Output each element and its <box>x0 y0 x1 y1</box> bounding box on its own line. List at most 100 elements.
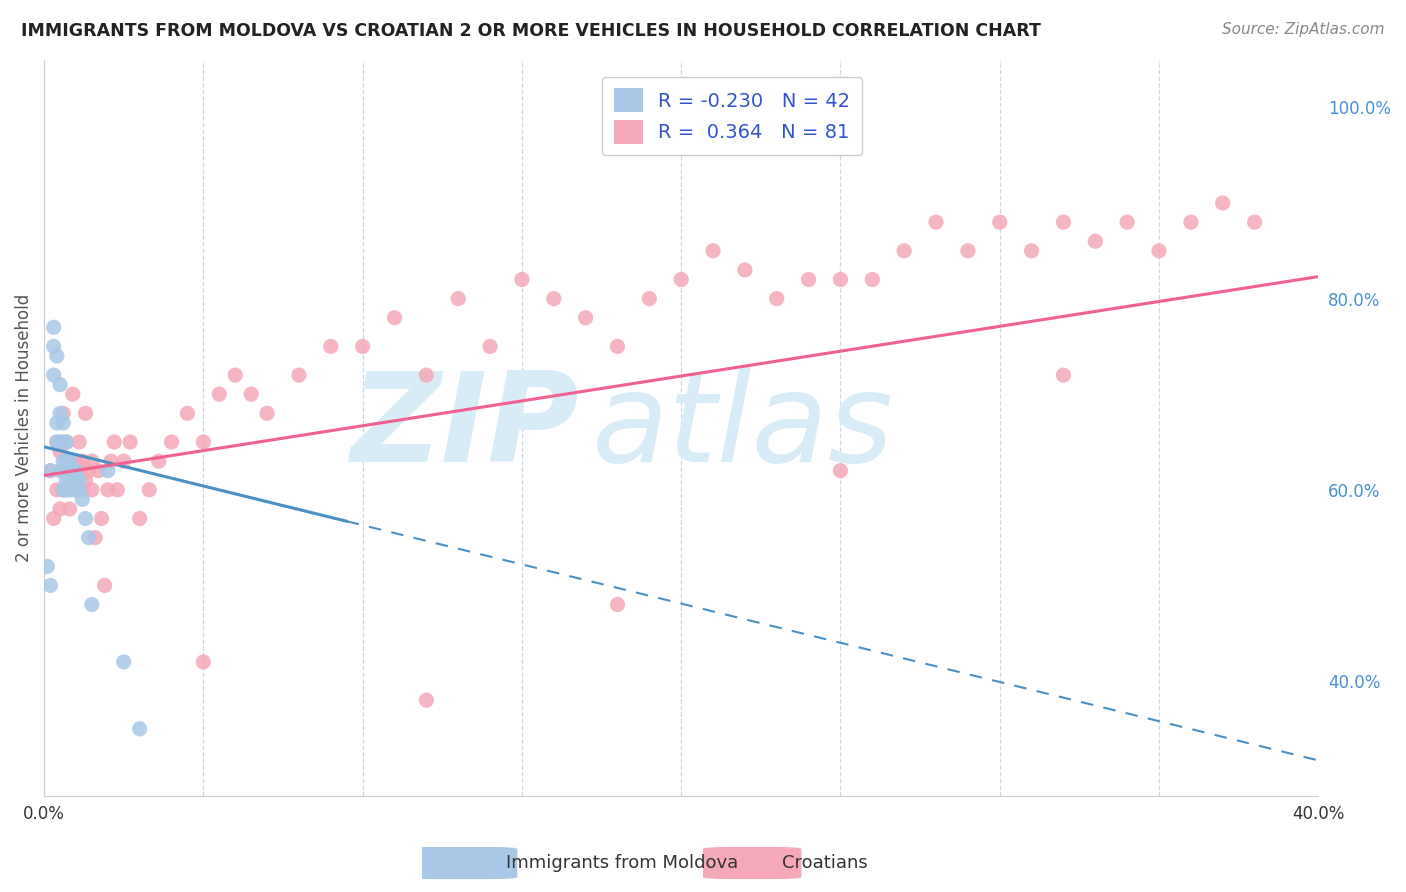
Point <box>112 454 135 468</box>
Point <box>80 454 103 468</box>
Point <box>42 320 65 334</box>
Point <box>510 272 533 286</box>
Point <box>72 483 94 497</box>
Point <box>55 435 77 450</box>
Point <box>84 531 107 545</box>
Point <box>240 387 263 401</box>
Point <box>830 464 852 478</box>
Point <box>93 578 115 592</box>
Point <box>1243 215 1265 229</box>
Point <box>208 387 231 401</box>
Point <box>42 368 65 383</box>
Point <box>55 435 77 450</box>
Point <box>62 387 84 401</box>
FancyBboxPatch shape <box>405 847 517 880</box>
Point <box>52 454 75 468</box>
Legend: R = -0.230   N = 42, R =  0.364   N = 81: R = -0.230 N = 42, R = 0.364 N = 81 <box>602 77 862 155</box>
Point <box>415 368 437 383</box>
Text: Croatians: Croatians <box>782 854 868 872</box>
Point <box>352 339 374 353</box>
Point <box>52 483 75 497</box>
Point <box>128 722 150 736</box>
Point <box>45 435 67 450</box>
Point <box>65 454 87 468</box>
Point <box>80 598 103 612</box>
Point <box>45 416 67 430</box>
Point <box>49 406 72 420</box>
Point <box>55 454 77 468</box>
Point <box>42 511 65 525</box>
Point <box>77 531 100 545</box>
Text: IMMIGRANTS FROM MOLDOVA VS CROATIAN 2 OR MORE VEHICLES IN HOUSEHOLD CORRELATION : IMMIGRANTS FROM MOLDOVA VS CROATIAN 2 OR… <box>21 22 1040 40</box>
Point <box>1212 196 1234 211</box>
Point <box>62 464 84 478</box>
Point <box>97 464 120 478</box>
Point <box>112 655 135 669</box>
Point <box>103 435 125 450</box>
Point <box>830 272 852 286</box>
Point <box>75 511 97 525</box>
Point <box>319 339 342 353</box>
Point <box>80 483 103 497</box>
Point <box>72 492 94 507</box>
Point <box>956 244 979 258</box>
Point <box>606 598 628 612</box>
Point <box>1052 368 1074 383</box>
Point <box>58 464 80 478</box>
Point <box>415 693 437 707</box>
Point <box>669 272 692 286</box>
Point <box>58 464 80 478</box>
Point <box>543 292 565 306</box>
Point <box>55 473 77 487</box>
Point <box>138 483 160 497</box>
Point <box>55 464 77 478</box>
Point <box>55 483 77 497</box>
Point <box>52 435 75 450</box>
Point <box>1052 215 1074 229</box>
Point <box>575 310 598 325</box>
Point <box>148 454 170 468</box>
Point <box>75 406 97 420</box>
Point <box>75 473 97 487</box>
Point <box>479 339 502 353</box>
Point <box>988 215 1011 229</box>
Point <box>120 435 142 450</box>
Point <box>702 244 724 258</box>
Point <box>893 244 915 258</box>
Point <box>49 435 72 450</box>
Point <box>52 483 75 497</box>
Point <box>52 464 75 478</box>
Point <box>58 483 80 497</box>
Point <box>105 483 128 497</box>
Point <box>55 483 77 497</box>
Point <box>67 435 90 450</box>
Point <box>52 406 75 420</box>
Point <box>39 464 62 478</box>
Point <box>45 483 67 497</box>
Point <box>45 435 67 450</box>
Point <box>160 435 183 450</box>
Point <box>58 473 80 487</box>
Point <box>67 464 90 478</box>
Point <box>384 310 406 325</box>
Point <box>42 339 65 353</box>
Point <box>1116 215 1139 229</box>
Point <box>193 655 215 669</box>
Point <box>62 473 84 487</box>
Point <box>1147 244 1170 258</box>
Point <box>65 483 87 497</box>
Point <box>37 559 59 574</box>
Point <box>1084 234 1107 248</box>
Point <box>638 292 661 306</box>
Point <box>256 406 278 420</box>
Point <box>447 292 470 306</box>
Point <box>128 511 150 525</box>
Point <box>860 272 883 286</box>
Point <box>90 511 112 525</box>
Point <box>606 339 628 353</box>
Text: Immigrants from Moldova: Immigrants from Moldova <box>506 854 738 872</box>
Text: ZIP: ZIP <box>350 368 579 488</box>
Point <box>39 464 62 478</box>
Point <box>87 464 110 478</box>
Point <box>49 377 72 392</box>
